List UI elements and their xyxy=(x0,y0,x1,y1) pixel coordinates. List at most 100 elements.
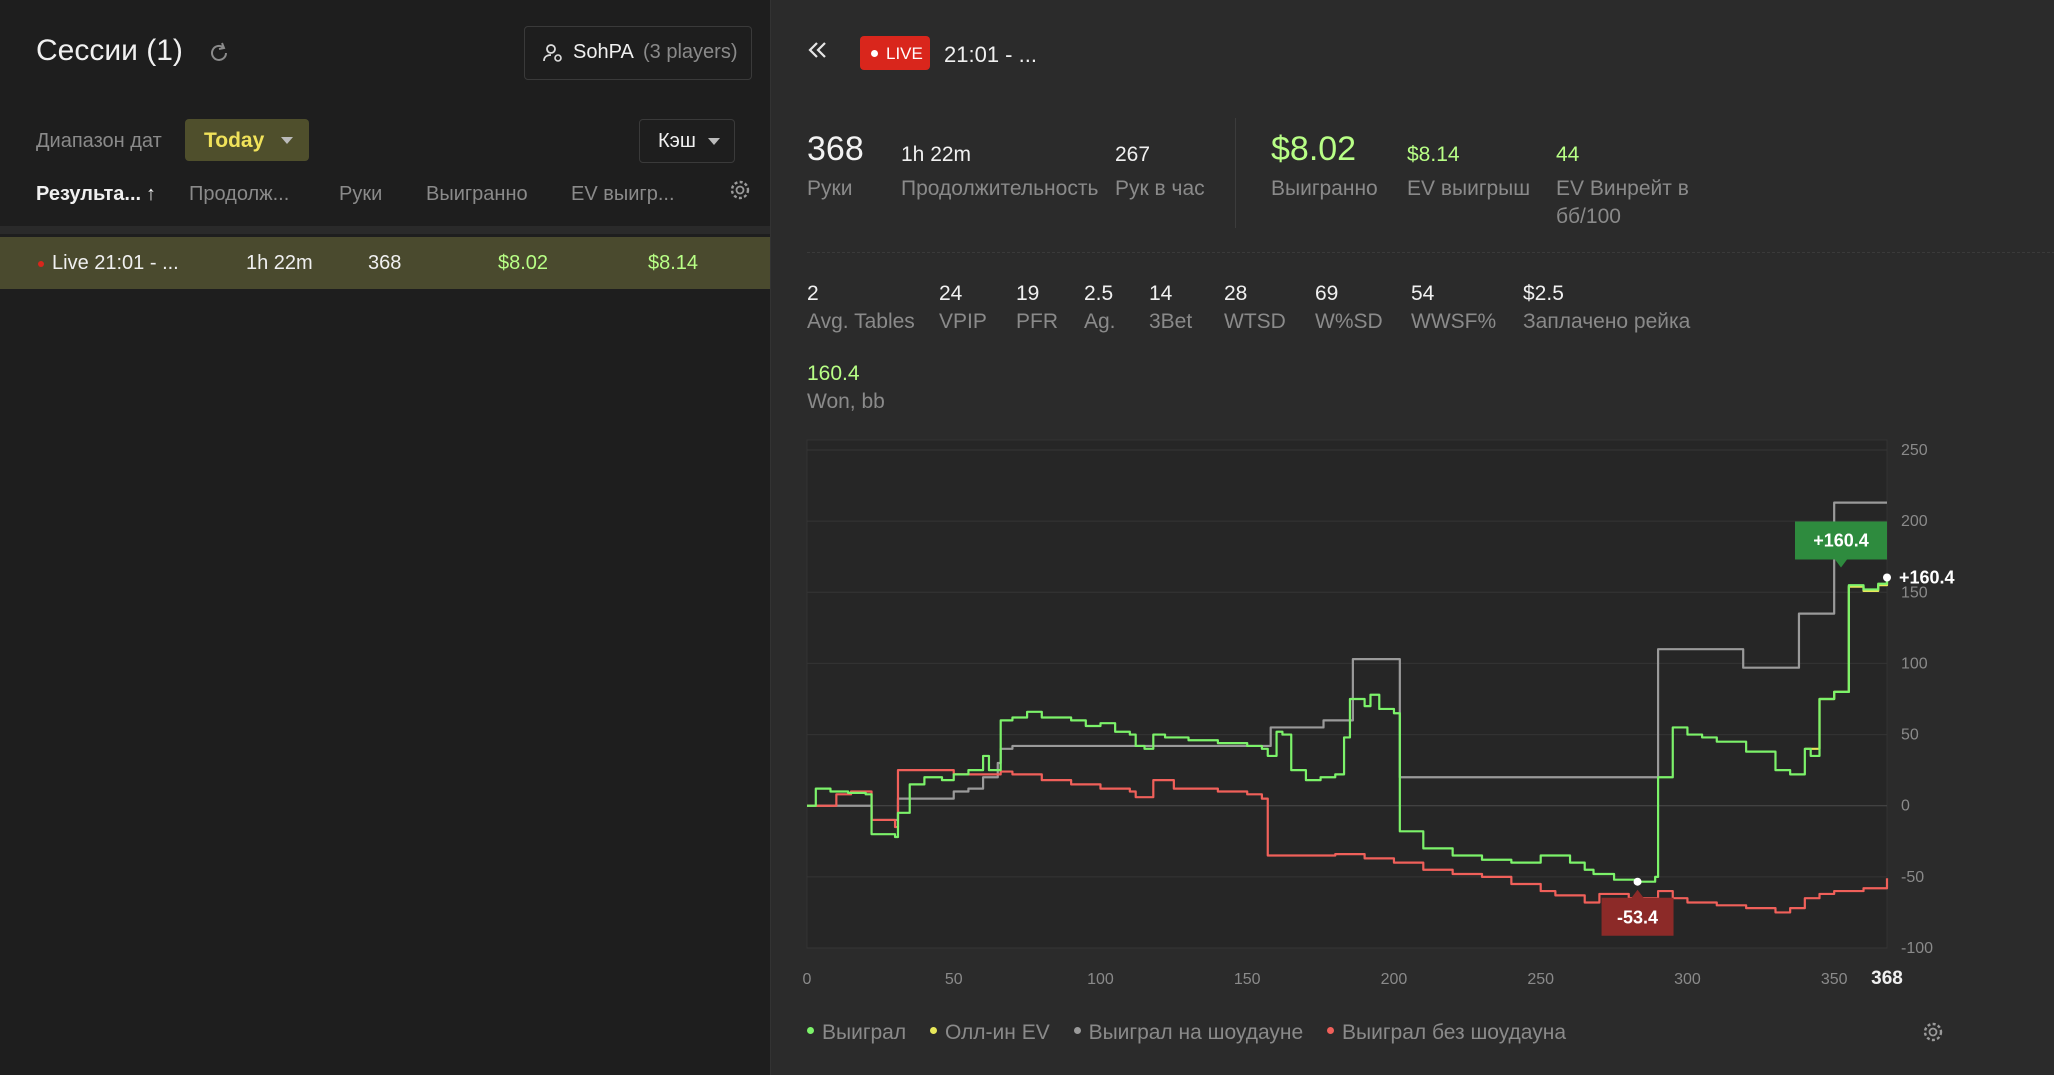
stat-won-label: Выигранно xyxy=(1271,177,1378,200)
game-type-value: Кэш xyxy=(658,130,696,152)
date-range-value: Today xyxy=(204,129,265,152)
legend-item-non-showdown[interactable]: Выиграл без шоудауна xyxy=(1327,1021,1566,1044)
legend-item-allin-ev[interactable]: Олл-ин EV xyxy=(929,1021,1050,1044)
x-tick-label: 350 xyxy=(1821,971,1848,988)
x-end-label: 368 xyxy=(1871,968,1903,989)
y-tick-label: 200 xyxy=(1901,513,1928,530)
legend-dot-icon xyxy=(929,1026,937,1034)
date-range-label: Диапазон дат xyxy=(36,130,162,152)
y-tick-label: -50 xyxy=(1901,869,1924,886)
stat-won-value: $8.02 xyxy=(1271,130,1357,168)
stat-wsd-value: 69 xyxy=(1315,282,1339,305)
series-won-line xyxy=(807,577,1889,883)
refresh-icon[interactable] xyxy=(206,40,232,66)
x-tick-label: 250 xyxy=(1527,971,1554,988)
game-type-select[interactable]: Кэш xyxy=(639,119,735,163)
live-label: LIVE xyxy=(886,44,923,63)
column-won[interactable]: Выигранно xyxy=(426,183,528,205)
stat-pfr-value: 19 xyxy=(1016,282,1040,305)
min-value-label: -53.4 xyxy=(1617,908,1658,928)
stat-ag-label: Ag. xyxy=(1084,310,1116,333)
stat-pfr-label: PFR xyxy=(1016,310,1058,333)
x-tick-label: 150 xyxy=(1234,971,1261,988)
table-row[interactable]: Live 21:01 - ... 1h 22m 368 $8.02 $8.14 xyxy=(0,237,770,289)
x-tick-label: 0 xyxy=(803,971,812,988)
stat-hands-value: 368 xyxy=(807,130,864,168)
x-tick-label: 50 xyxy=(945,971,963,988)
series-showdown-line xyxy=(807,501,1887,822)
player-count: (3 players) xyxy=(643,41,738,63)
legend-dot-icon xyxy=(807,1026,814,1034)
user-settings-icon xyxy=(541,41,565,70)
y-tick-label: 250 xyxy=(1901,442,1928,459)
chevron-down-icon xyxy=(281,137,293,144)
stat-ev-winrate-label-2: бб/100 xyxy=(1556,205,1621,228)
chart-settings-gear-icon[interactable] xyxy=(1921,1020,1945,1049)
stat-avg-tables-label: Avg. Tables xyxy=(807,310,915,333)
stat-ev-winrate-value: 44 xyxy=(1556,143,1580,166)
date-range-select[interactable]: Today xyxy=(185,119,309,161)
stat-vpip-value: 24 xyxy=(939,282,963,305)
legend-dot-icon xyxy=(1327,1026,1335,1034)
stat-ag-value: 2.5 xyxy=(1084,282,1114,305)
stat-wsd-label: W%SD xyxy=(1315,310,1383,333)
stat-rake-label: Заплачено рейка xyxy=(1523,310,1691,333)
live-dot-icon xyxy=(871,50,878,57)
y-tick-label: 50 xyxy=(1901,727,1919,744)
x-tick-label: 200 xyxy=(1381,971,1408,988)
legend-item-won[interactable]: Выиграл xyxy=(807,1021,906,1044)
double-chevron-left-icon[interactable] xyxy=(807,40,829,65)
chevron-down-icon xyxy=(708,138,720,145)
x-tick-label: 300 xyxy=(1674,971,1701,988)
player-name: SohPA xyxy=(573,41,634,63)
stat-avg-tables-value: 2 xyxy=(807,282,819,305)
live-badge: LIVE xyxy=(860,36,930,70)
stat-vpip-label: VPIP xyxy=(939,310,987,333)
stats-divider xyxy=(1235,118,1236,228)
sort-ascending-icon[interactable]: ↑ xyxy=(146,183,156,205)
stat-wtsd-value: 28 xyxy=(1224,282,1248,305)
min-value-badge xyxy=(1601,889,1674,936)
y-tick-label: 100 xyxy=(1901,655,1928,672)
chart-legend: Выиграл Олл-ин EV Выиграл на шоудауне Вы… xyxy=(807,1021,1566,1045)
stat-won-bb-value: 160.4 xyxy=(807,362,860,385)
session-won: $8.02 xyxy=(498,252,549,274)
max-value-label: +160.4 xyxy=(1813,530,1869,550)
column-ev-won[interactable]: EV выигр... xyxy=(571,183,675,205)
min-point-marker xyxy=(1633,877,1642,886)
stat-wwsf-label: WWSF% xyxy=(1411,310,1497,333)
y-tick-label: -100 xyxy=(1901,940,1933,957)
sessions-panel: Сессии (1) SohPA (3 players) Диапазон да… xyxy=(0,0,770,1075)
player-filter-button[interactable]: SohPA (3 players) xyxy=(524,26,752,80)
stat-hands-per-hour-label: Рук в час xyxy=(1115,177,1205,200)
stat-rake-value: $2.5 xyxy=(1523,282,1564,305)
end-point-marker xyxy=(1883,573,1891,582)
y-tick-label: 0 xyxy=(1901,798,1910,815)
gear-icon[interactable] xyxy=(728,178,752,207)
results-chart: 250 200 150 100 50 0 -50 -100 0 50 100 150 200 250 300… xyxy=(803,439,1955,989)
legend-dot-icon xyxy=(1073,1026,1081,1034)
series-non-showdown-line xyxy=(807,769,1889,914)
y-tick-label: 150 xyxy=(1901,584,1928,601)
column-result[interactable]: Результа... xyxy=(36,183,142,205)
stat-wtsd-label: WTSD xyxy=(1224,310,1286,333)
stat-hands-label: Руки xyxy=(807,177,853,200)
column-duration[interactable]: Продолж... xyxy=(189,183,290,205)
session-name: Live 21:01 - ... xyxy=(52,252,179,274)
stat-3bet-label: 3Bet xyxy=(1149,310,1193,333)
stat-ev-winrate-label: EV Винрейт в xyxy=(1556,177,1689,200)
stat-3bet-value: 14 xyxy=(1149,282,1173,305)
header-divider xyxy=(0,226,770,234)
stat-won-bb-label: Won, bb xyxy=(807,390,885,413)
stat-duration-label: Продолжительность xyxy=(901,177,1099,200)
legend-item-showdown[interactable]: Выиграл на шоудауне xyxy=(1073,1021,1303,1044)
session-ev: $8.14 xyxy=(648,252,699,274)
section-divider xyxy=(807,252,2054,253)
session-duration: 1h 22m xyxy=(246,252,313,274)
stat-duration-value: 1h 22m xyxy=(901,143,972,166)
stat-ev-won-value: $8.14 xyxy=(1407,143,1460,166)
column-hands[interactable]: Руки xyxy=(339,183,383,205)
stat-ev-won-label: EV выигрыш xyxy=(1407,177,1531,200)
session-hands: 368 xyxy=(368,252,402,274)
sessions-title: Сессии (1) xyxy=(36,34,183,67)
